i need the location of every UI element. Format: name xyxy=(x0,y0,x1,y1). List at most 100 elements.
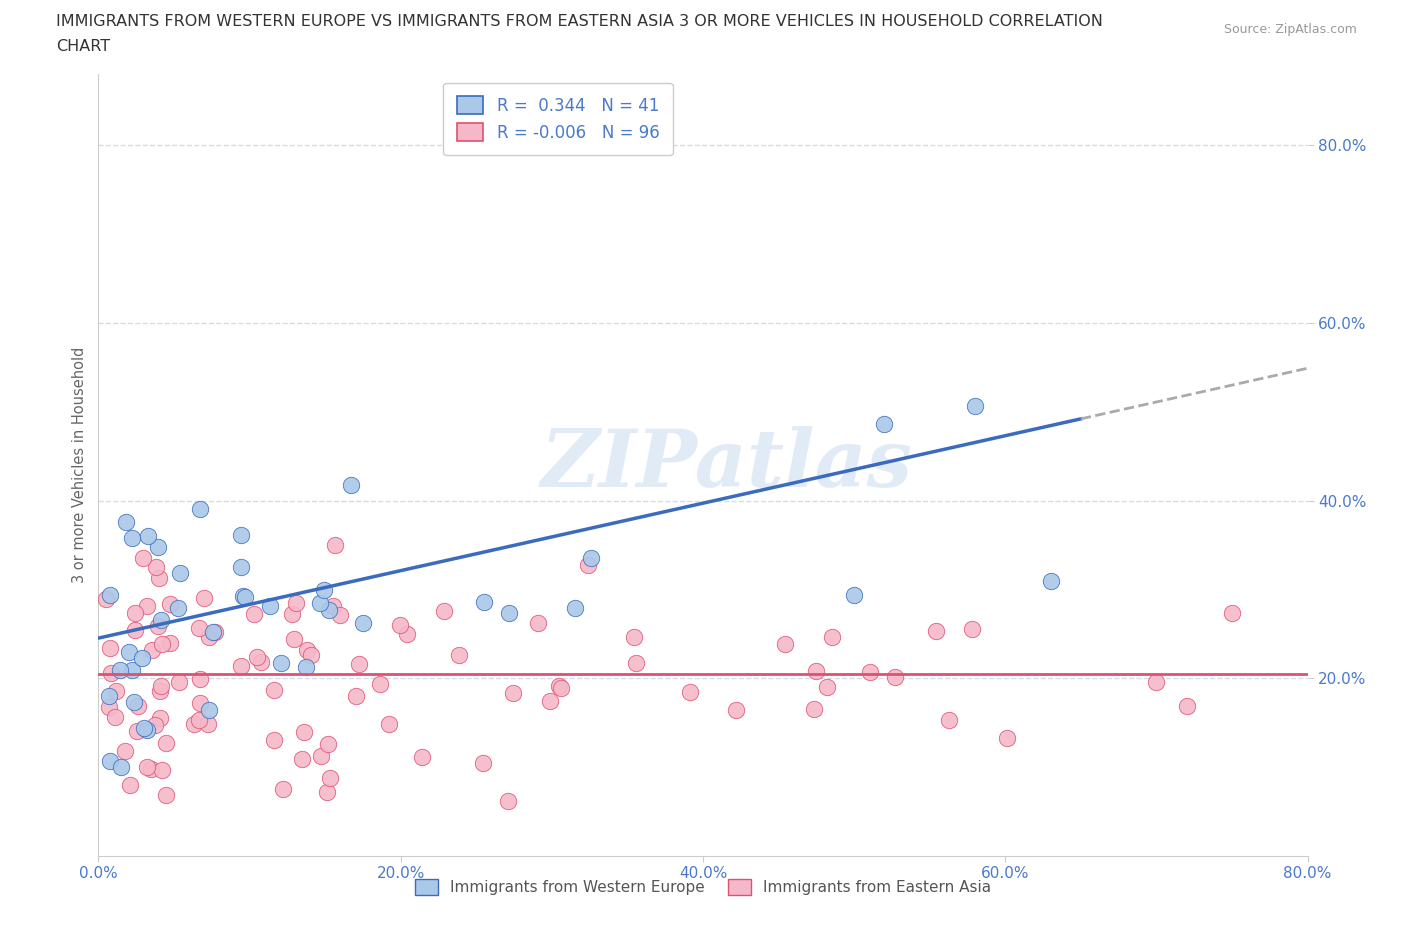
Point xyxy=(285,595,308,610)
Point xyxy=(965,399,987,414)
Y-axis label: 3 or more Vehicles in Household: 3 or more Vehicles in Household xyxy=(72,347,87,583)
Point xyxy=(803,702,825,717)
Point xyxy=(623,630,645,644)
Point xyxy=(187,712,209,727)
Point xyxy=(115,514,138,529)
Point xyxy=(193,591,215,605)
Point xyxy=(132,551,155,565)
Point xyxy=(318,602,340,617)
Point xyxy=(149,711,172,725)
Point xyxy=(150,613,173,628)
Point xyxy=(202,625,225,640)
Point xyxy=(447,647,470,662)
Text: IMMIGRANTS FROM WESTERN EUROPE VS IMMIGRANTS FROM EASTERN ASIA 3 OR MORE VEHICLE: IMMIGRANTS FROM WESTERN EUROPE VS IMMIGR… xyxy=(56,14,1104,29)
Point xyxy=(329,608,352,623)
Point xyxy=(135,598,157,613)
Point xyxy=(679,684,702,699)
Point xyxy=(188,620,211,635)
Point xyxy=(1039,574,1062,589)
Point xyxy=(104,710,127,724)
Point xyxy=(884,670,907,684)
Point xyxy=(396,627,419,642)
Point xyxy=(246,649,269,664)
Point xyxy=(131,650,153,665)
Point xyxy=(368,677,391,692)
Point xyxy=(167,674,190,689)
Point xyxy=(197,702,219,717)
Point xyxy=(295,659,318,674)
Point xyxy=(139,762,162,777)
Point xyxy=(138,529,160,544)
Point xyxy=(204,625,226,640)
Point xyxy=(962,621,984,636)
Point xyxy=(231,559,253,574)
Point xyxy=(378,716,401,731)
Point xyxy=(143,717,166,732)
Point xyxy=(229,659,252,674)
Point xyxy=(124,695,146,710)
Point xyxy=(118,644,141,659)
Point xyxy=(1175,698,1198,713)
Point xyxy=(804,664,827,679)
Point xyxy=(188,501,211,516)
Point xyxy=(433,603,456,618)
Point xyxy=(136,759,159,774)
Point xyxy=(155,788,177,803)
Point xyxy=(250,654,273,669)
Legend: Immigrants from Western Europe, Immigrants from Eastern Asia: Immigrants from Western Europe, Immigran… xyxy=(408,871,998,903)
Point xyxy=(121,530,143,545)
Point xyxy=(873,417,896,432)
Point xyxy=(311,749,333,764)
Point xyxy=(283,631,305,646)
Point xyxy=(188,671,211,686)
Point xyxy=(925,624,948,639)
Point xyxy=(136,723,159,737)
Point xyxy=(316,737,339,751)
Point xyxy=(146,540,169,555)
Point xyxy=(270,655,292,670)
Point xyxy=(292,724,315,739)
Point xyxy=(344,688,367,703)
Point xyxy=(339,478,361,493)
Point xyxy=(498,605,520,620)
Point xyxy=(263,733,285,748)
Point xyxy=(347,657,370,671)
Point xyxy=(169,566,191,581)
Point xyxy=(146,619,169,634)
Point xyxy=(316,785,339,800)
Point xyxy=(98,688,121,703)
Point xyxy=(815,680,838,695)
Point xyxy=(104,684,127,698)
Text: Source: ZipAtlas.com: Source: ZipAtlas.com xyxy=(1223,23,1357,36)
Point xyxy=(188,696,211,711)
Point xyxy=(233,590,256,604)
Point xyxy=(232,589,254,604)
Point xyxy=(198,630,221,644)
Point xyxy=(100,665,122,680)
Point xyxy=(98,753,121,768)
Point xyxy=(295,643,318,658)
Point xyxy=(159,635,181,650)
Point xyxy=(97,699,120,714)
Point xyxy=(502,685,524,700)
Point xyxy=(159,597,181,612)
Point xyxy=(319,771,342,786)
Point xyxy=(108,663,131,678)
Point xyxy=(98,588,121,603)
Point xyxy=(150,678,173,693)
Point xyxy=(150,763,173,777)
Point xyxy=(110,760,132,775)
Point xyxy=(548,678,571,693)
Text: CHART: CHART xyxy=(56,39,110,54)
Point xyxy=(938,712,960,727)
Point xyxy=(312,583,335,598)
Point xyxy=(472,756,495,771)
Point xyxy=(197,717,219,732)
Point xyxy=(141,643,163,658)
Point xyxy=(624,655,647,670)
Point xyxy=(120,777,142,792)
Point xyxy=(124,623,146,638)
Point xyxy=(725,703,748,718)
Point xyxy=(121,663,143,678)
Point xyxy=(1220,605,1243,620)
